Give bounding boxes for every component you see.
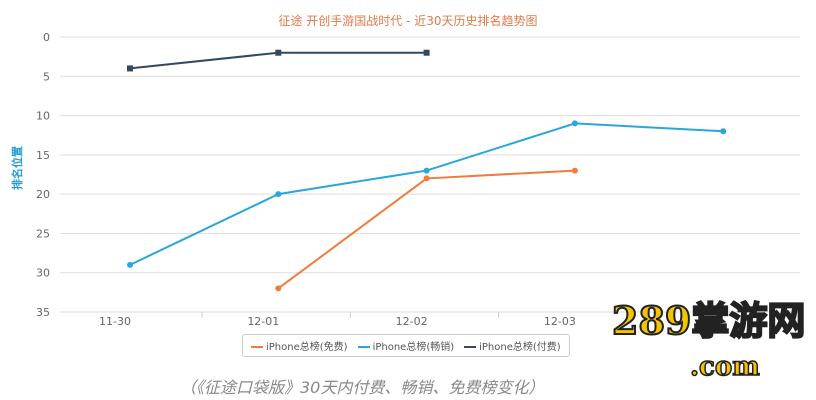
y-tick-label: 5 bbox=[43, 70, 50, 83]
y-tick-label: 25 bbox=[36, 227, 50, 240]
data-point bbox=[571, 120, 578, 127]
watermark-logo: 289掌游网 bbox=[611, 298, 806, 343]
y-tick-label: 10 bbox=[36, 110, 50, 123]
y-tick-label: 35 bbox=[36, 306, 50, 319]
y-tick-label: 20 bbox=[36, 188, 50, 201]
caption: （《征途口袋版》30天内付费、畅销、免费榜变化） bbox=[180, 378, 545, 397]
legend-item-grossing[interactable]: iPhone总榜(畅销) bbox=[357, 338, 455, 353]
data-point bbox=[275, 285, 282, 292]
x-tick-label: 12-02 bbox=[396, 315, 428, 328]
data-point bbox=[423, 49, 430, 56]
x-tick-label: 11-30 bbox=[99, 315, 131, 328]
legend-label: iPhone总榜(免费) bbox=[266, 342, 348, 353]
y-tick-label: 30 bbox=[36, 267, 50, 280]
legend: iPhone总榜(免费) iPhone总榜(畅销) iPhone总榜(付费) bbox=[242, 334, 570, 357]
watermark-logo-domain: .com bbox=[689, 351, 760, 383]
data-point bbox=[423, 175, 430, 182]
series-line bbox=[277, 169, 575, 290]
data-point bbox=[720, 128, 727, 135]
data-point bbox=[423, 167, 430, 174]
data-point bbox=[275, 49, 282, 56]
legend-label: iPhone总榜(付费) bbox=[479, 342, 561, 353]
x-tick-label: 12-01 bbox=[247, 315, 279, 328]
data-point bbox=[127, 261, 133, 268]
chart-title: 征途 开创手游国战时代 - 近30天历史排名趋势图 bbox=[278, 14, 538, 28]
y-tick-label: 15 bbox=[36, 149, 50, 162]
data-point bbox=[275, 191, 282, 198]
legend-item-free[interactable]: iPhone总榜(免费) bbox=[251, 338, 348, 353]
data-point bbox=[571, 167, 578, 174]
legend-label: iPhone总榜(畅销) bbox=[372, 342, 455, 353]
x-tick-label: 12-03 bbox=[544, 315, 576, 328]
legend-item-paid[interactable]: iPhone总榜(付费) bbox=[464, 338, 561, 353]
y-tick-label: 0 bbox=[43, 31, 50, 44]
data-point bbox=[127, 65, 133, 72]
